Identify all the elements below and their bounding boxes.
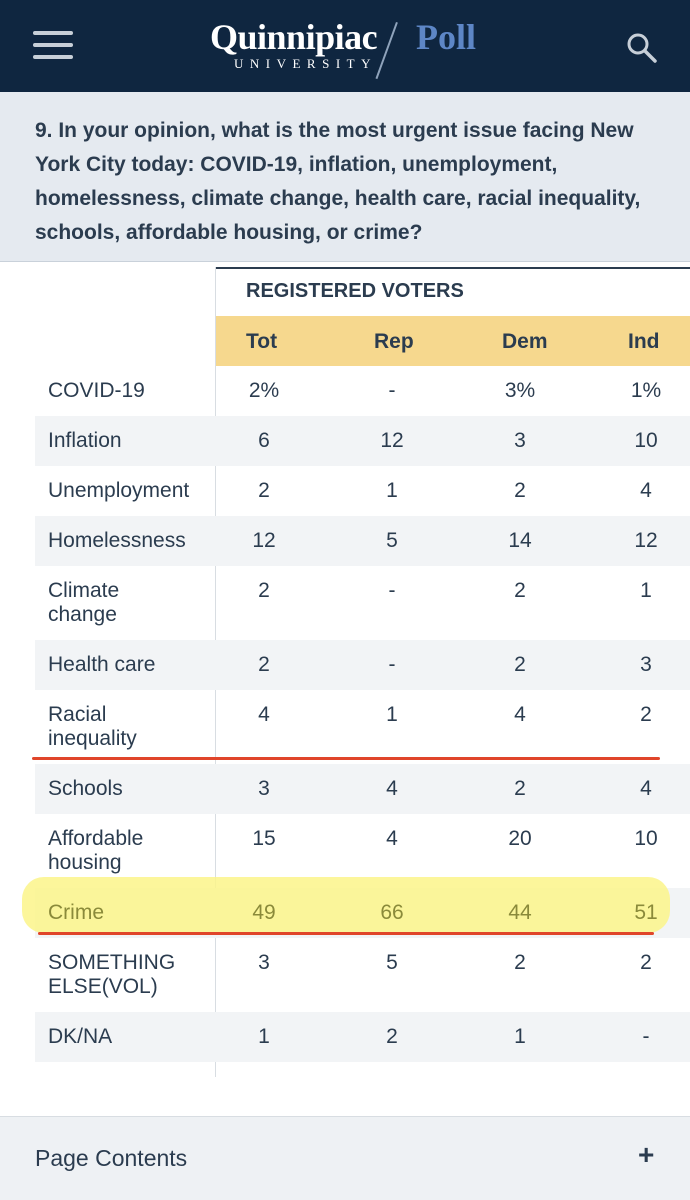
menu-bar-line — [33, 43, 73, 47]
row-label: Schools — [48, 777, 123, 800]
table-cell: 49 — [252, 901, 276, 924]
table-cell: 12 — [380, 429, 404, 452]
table-cell: 2 — [514, 579, 526, 602]
table-cell: 3% — [504, 379, 536, 402]
table-cell: 3 — [258, 777, 270, 800]
table-row — [35, 640, 690, 690]
table-cell: - — [388, 579, 396, 602]
quinnipiac-poll-logo[interactable]: Quinnipiac Poll UNIVERSITY — [210, 16, 490, 80]
table-cell: 2 — [640, 951, 652, 974]
table-cell: 10 — [634, 429, 658, 452]
question-panel: 9. In your opinion, what is the most urg… — [0, 92, 690, 262]
table-cell: 44 — [508, 901, 532, 924]
table-cell: 1 — [386, 703, 398, 726]
table-cell: 2 — [258, 479, 270, 502]
table-cell: 2 — [514, 777, 526, 800]
table-cell: 1% — [630, 379, 662, 402]
row-label: Unemployment — [48, 479, 190, 502]
column-header-bar — [216, 316, 690, 366]
table-cell: 4 — [258, 703, 270, 726]
table-cell: 4 — [386, 827, 398, 850]
table-cell: - — [388, 379, 396, 402]
table-cell: 4 — [640, 777, 652, 800]
table-cell: 2 — [386, 1025, 398, 1048]
table-row — [35, 516, 690, 566]
table-cell: 14 — [508, 529, 532, 552]
column-header-dem: Dem — [502, 330, 548, 353]
logo-poll-text: Poll — [416, 17, 476, 57]
table-cell: 66 — [380, 901, 404, 924]
row-label: Affordable housing — [48, 827, 144, 874]
table-cell: 3 — [258, 951, 270, 974]
table-cell: 5 — [386, 951, 398, 974]
table-cell: 15 — [252, 827, 276, 850]
table-cell: 51 — [634, 901, 658, 924]
table-cell: 4 — [514, 703, 526, 726]
table-cell: 5 — [386, 529, 398, 552]
menu-bar-line — [33, 31, 73, 35]
registered-voters-label: REGISTERED VOTERS — [246, 280, 464, 302]
column-header-rep: Rep — [374, 330, 414, 353]
results-table: REGISTERED VOTERS Tot Rep Dem Ind — [0, 262, 690, 1112]
table-cell: 6 — [258, 429, 270, 452]
logo-divider-slash — [375, 22, 398, 80]
logo-subtitle: UNIVERSITY — [234, 56, 377, 71]
table-cell: 12 — [252, 529, 276, 552]
table-cell: 2 — [514, 951, 526, 974]
table-cell: 3 — [640, 653, 652, 676]
page-contents-label: Page Contents — [35, 1145, 188, 1171]
row-label: Homelessness — [48, 529, 186, 552]
table-cell: 1 — [640, 579, 652, 602]
table-cell: - — [388, 653, 396, 676]
table-cell: 4 — [640, 479, 652, 502]
annotation-underline — [32, 757, 660, 760]
row-label: Inflation — [48, 429, 122, 452]
table-cell: 20 — [508, 827, 532, 850]
table-cell: 2 — [514, 653, 526, 676]
annotation-underline — [38, 932, 654, 935]
table-cell: 1 — [386, 479, 398, 502]
table-cell: 2 — [640, 703, 652, 726]
menu-bar-line — [33, 55, 73, 59]
table-cell: 4 — [386, 777, 398, 800]
hamburger-menu-icon[interactable] — [33, 31, 73, 59]
expand-plus-icon[interactable]: + — [638, 1139, 655, 1170]
table-row — [35, 416, 690, 466]
row-label: Crime — [48, 901, 104, 924]
row-label: SOMETHING ELSE(VOL) — [48, 951, 176, 998]
table-row — [35, 1012, 690, 1062]
row-label: DK/NA — [48, 1025, 113, 1048]
crime-row-highlight — [22, 877, 670, 933]
footer-divider — [0, 1116, 690, 1117]
question-text: 9. In your opinion, what is the most urg… — [35, 119, 641, 244]
table-cell: 1 — [258, 1025, 270, 1048]
table-row — [35, 764, 690, 814]
table-top-rule — [215, 267, 690, 269]
search-icon[interactable] — [626, 32, 658, 64]
table-cell: 10 — [634, 827, 658, 850]
row-label: Climate change — [48, 579, 120, 626]
table-cell: 2 — [258, 579, 270, 602]
page-contents-bar[interactable]: Page Contents + — [0, 1117, 690, 1200]
logo-wordmark: Quinnipiac — [210, 17, 378, 57]
table-cell: 2% — [248, 379, 280, 402]
table-cell: 1 — [514, 1025, 526, 1048]
table-cell: 2 — [258, 653, 270, 676]
search-icon-graphic — [627, 33, 657, 63]
column-header-ind: Ind — [628, 330, 660, 353]
table-cell: - — [642, 1025, 650, 1048]
row-label: Racial inequality — [48, 703, 137, 750]
table-cell: 12 — [634, 529, 658, 552]
row-label: COVID-19 — [48, 379, 145, 402]
table-cell: 3 — [514, 429, 526, 452]
top-navigation-bar: Quinnipiac Poll UNIVERSITY — [0, 0, 690, 92]
column-header-tot: Tot — [246, 330, 278, 353]
table-cell: 2 — [514, 479, 526, 502]
row-label: Health care — [48, 653, 156, 676]
